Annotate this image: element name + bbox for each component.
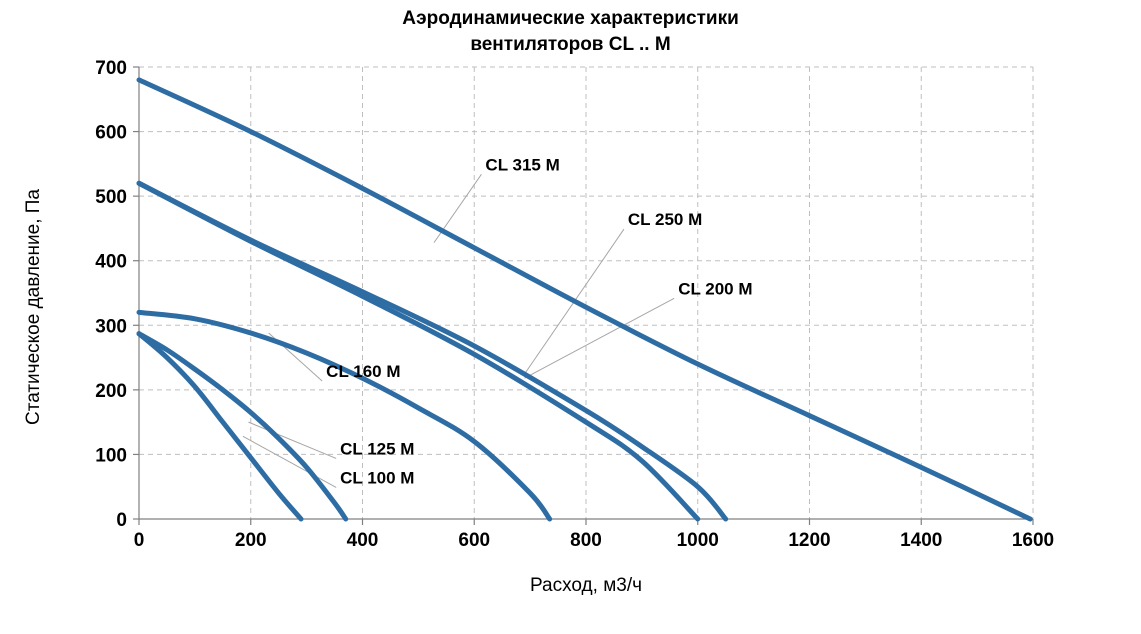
y-tick-label: 200 <box>95 381 127 402</box>
leader-line-cl-100-m <box>242 435 337 488</box>
y-tick-label: 0 <box>116 510 127 531</box>
series-curve-cl-315-m <box>136 77 1033 522</box>
series-labels: CL 315 M CL 250 M CL 200 M CL 160 M CL 125 M… <box>326 155 752 487</box>
y-tick-labels: 0 100 200 300 400 500 600 700 <box>95 58 127 531</box>
series-curve-cl-200-m <box>136 180 701 522</box>
x-tick-label: 0 <box>134 530 145 551</box>
series-curves <box>136 77 1033 522</box>
gridlines <box>139 66 1034 519</box>
series-label-cl-100-m: CL 100 M <box>340 468 414 487</box>
series-curve-cl-160-m <box>136 309 553 522</box>
leader-lines <box>242 174 675 488</box>
y-tick-label: 300 <box>95 316 127 337</box>
x-tick-label: 600 <box>458 530 490 551</box>
series-label-cl-250-m: CL 250 M <box>628 210 702 229</box>
x-tick-label: 1600 <box>1012 530 1054 551</box>
chart-title: Аэродинамические характеристики вентилят… <box>0 6 1141 58</box>
chart-title-line-1: Аэродинамические характеристики <box>402 8 739 29</box>
y-tick-label: 500 <box>95 187 127 208</box>
x-tick-label: 1000 <box>677 530 719 551</box>
leader-line-cl-200-m <box>524 297 675 379</box>
series-curve-cl-100-m <box>136 331 304 522</box>
x-axis-title: Расход, м3/ч <box>530 575 642 596</box>
leader-line-cl-125-m <box>248 421 337 459</box>
series-curve-cl-250-m <box>136 180 729 522</box>
y-tick-label: 400 <box>95 252 127 273</box>
y-tick-label: 700 <box>95 58 127 79</box>
y-axis-title: Статическое давление, Па <box>23 189 44 425</box>
series-label-cl-125-m: CL 125 M <box>340 439 414 458</box>
series-curve-cl-125-m <box>136 331 349 522</box>
series-label-cl-200-m: CL 200 M <box>678 279 752 298</box>
series-label-cl-315-m: CL 315 M <box>485 155 559 174</box>
x-tick-label: 800 <box>570 530 602 551</box>
series-label-cl-160-m: CL 160 M <box>326 362 400 381</box>
x-tick-label: 1400 <box>900 530 942 551</box>
x-tick-labels: 0 200 400 600 800 1000 1200 1400 1600 <box>134 530 1054 551</box>
x-tick-label: 200 <box>235 530 267 551</box>
y-tick-label: 600 <box>95 123 127 144</box>
x-tick-label: 400 <box>347 530 379 551</box>
x-tick-label: 1200 <box>788 530 830 551</box>
tick-marks <box>133 66 1034 525</box>
chart-title-line-2: вентиляторов CL .. M <box>470 34 671 55</box>
y-tick-label: 100 <box>95 445 127 466</box>
